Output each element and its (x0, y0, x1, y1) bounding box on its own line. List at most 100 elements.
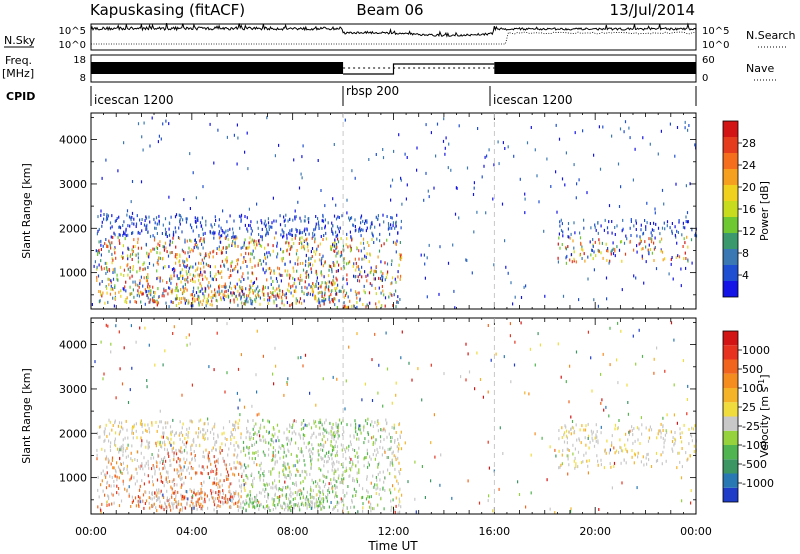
echo-cell (144, 302, 146, 306)
echo-cell (601, 241, 603, 245)
echo-cell (292, 503, 295, 507)
echo-cell (204, 286, 206, 290)
echo-cell (654, 246, 656, 249)
echo-cell (602, 125, 604, 129)
echo-cell (655, 267, 658, 271)
power-frame (90, 112, 697, 310)
echo-cell (175, 261, 177, 265)
echo-cell (647, 248, 649, 252)
echo-cell (660, 431, 662, 435)
echo-cell (149, 249, 152, 252)
echo-cell (123, 346, 125, 350)
echo-cell (155, 245, 158, 249)
echo-cell (116, 484, 118, 488)
echo-cell (262, 478, 265, 482)
echo-cell (594, 225, 596, 229)
echo-cell (258, 258, 260, 262)
echo-cell (219, 479, 221, 483)
echo-cell (191, 248, 193, 252)
echo-cell (214, 460, 216, 464)
echo-cell (123, 220, 125, 224)
echo-cell (120, 272, 122, 276)
echo-cell (280, 504, 282, 508)
echo-cell (118, 492, 120, 496)
echo-cell (141, 218, 143, 221)
echo-cell (212, 294, 214, 298)
echo-cell (110, 235, 112, 239)
echo-cell (221, 432, 223, 436)
echo-cell (265, 223, 267, 227)
echo-cell (219, 291, 221, 295)
echo-cell (309, 391, 311, 395)
echo-cell (123, 141, 125, 145)
echo-cell (476, 351, 478, 355)
echo-cell (245, 300, 247, 304)
echo-cell (234, 244, 236, 248)
echo-cell (636, 426, 639, 430)
echo-cell (329, 421, 331, 425)
echo-cell (324, 226, 326, 230)
echo-cell (238, 494, 240, 498)
echo-cell (264, 246, 266, 250)
echo-cell (366, 279, 368, 283)
echo-cell (218, 245, 220, 249)
echo-cell (257, 226, 259, 230)
echo-cell (286, 236, 288, 240)
echo-cell (681, 499, 683, 503)
echo-cell (247, 276, 249, 280)
echo-cell (341, 473, 343, 477)
echo-cell (391, 178, 394, 182)
echo-cell (317, 159, 319, 162)
echo-cell (184, 282, 186, 286)
echo-cell (278, 272, 280, 276)
echo-cell (168, 455, 170, 458)
echo-cell (227, 237, 229, 241)
echo-cell (195, 431, 197, 435)
echo-cell (280, 279, 282, 283)
echo-cell (131, 292, 133, 296)
echo-cell (679, 432, 681, 436)
echo-cell (118, 233, 120, 237)
echo-cell (296, 299, 298, 303)
echo-cell (202, 277, 204, 281)
echo-cell (308, 275, 310, 279)
echo-cell (336, 500, 338, 504)
echo-cell (254, 495, 256, 499)
echo-cell (278, 143, 280, 147)
echo-cell (170, 274, 172, 278)
echo-cell (179, 508, 181, 512)
echo-cell (678, 220, 680, 224)
echo-cell (565, 261, 567, 265)
echo-cell (110, 484, 112, 488)
echo-cell (320, 456, 322, 460)
echo-cell (601, 398, 603, 402)
echo-cell (128, 485, 130, 489)
echo-cell (165, 231, 167, 234)
echo-cell (373, 507, 375, 511)
echo-cell (376, 483, 378, 487)
echo-cell (224, 231, 226, 235)
echo-cell (101, 447, 103, 451)
echo-cell (467, 352, 469, 356)
echo-cell (330, 247, 332, 251)
echo-cell (559, 246, 561, 250)
echo-cell (669, 122, 671, 126)
echo-cell (369, 301, 371, 305)
echo-cell (381, 453, 383, 457)
echo-cell (206, 297, 208, 301)
echo-cell (598, 508, 600, 511)
echo-cell (570, 432, 572, 436)
echo-cell (331, 227, 333, 231)
echo-cell (322, 500, 324, 504)
echo-cell (204, 497, 206, 501)
echo-cell (197, 219, 199, 222)
echo-cell (374, 332, 376, 336)
nsearch-label: N.Search (746, 29, 796, 42)
echo-cell (597, 221, 599, 225)
echo-cell (306, 273, 308, 277)
echo-cell (196, 297, 198, 301)
echo-cell (248, 451, 250, 455)
echo-cell (640, 223, 642, 227)
echo-cell (306, 286, 308, 290)
echo-cell (148, 466, 150, 470)
